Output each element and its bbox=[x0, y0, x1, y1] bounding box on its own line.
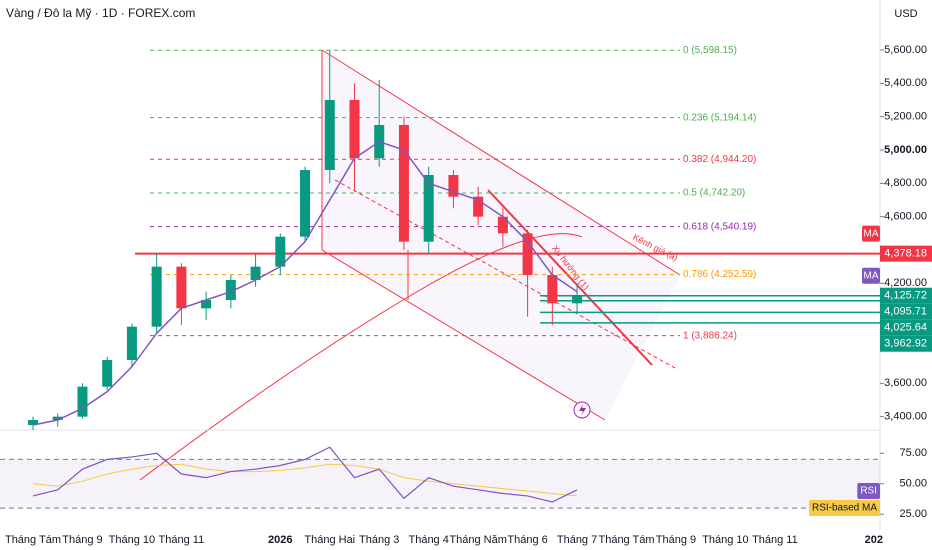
candle-body bbox=[572, 295, 583, 304]
y-tick-label: 4,200.00 bbox=[884, 277, 927, 289]
x-tick-label: Tháng 7 bbox=[557, 534, 597, 546]
candle-body bbox=[547, 275, 558, 304]
fib-label: 0.618 (4,540.19) bbox=[683, 221, 756, 232]
x-tick-label: Tháng Tám bbox=[5, 534, 61, 546]
x-tick-label: Tháng 6 bbox=[507, 534, 547, 546]
channel-line bbox=[321, 49, 681, 276]
y-tick-label: 50.00 bbox=[899, 478, 927, 490]
x-tick-label: Tháng 11 bbox=[159, 534, 205, 546]
candle-body bbox=[275, 236, 286, 267]
candle-body bbox=[28, 420, 38, 425]
x-tick-label: Tháng 10 bbox=[702, 534, 748, 546]
channel-fill bbox=[322, 50, 680, 420]
candle-body bbox=[473, 196, 484, 217]
y-tick-label: 4,600.00 bbox=[884, 211, 927, 223]
fib-label: 1 (3,886.24) bbox=[683, 330, 737, 341]
y-tick-label: 5,400.00 bbox=[884, 77, 927, 89]
rsi-line bbox=[32, 463, 578, 497]
x-tick-label: Tháng 10 bbox=[109, 534, 155, 546]
price-label-box bbox=[880, 287, 932, 304]
channel-midline bbox=[334, 179, 676, 369]
price-label: 4,125.72 bbox=[884, 290, 927, 302]
ma-line bbox=[32, 140, 578, 426]
y-tick-label: 25.00 bbox=[899, 508, 927, 520]
price-label: 4,095.71 bbox=[884, 306, 927, 318]
y-tick-label: 5,600.00 bbox=[884, 44, 927, 56]
candle-body bbox=[324, 100, 335, 170]
price-label: 3,962.92 bbox=[884, 338, 927, 350]
candle-body bbox=[225, 280, 236, 300]
price-label-box bbox=[880, 245, 932, 262]
indicator-tag-box bbox=[862, 267, 880, 284]
candle-body bbox=[423, 175, 434, 242]
indicator-tag-box bbox=[862, 225, 880, 242]
fib-label: 0 (5,598.15) bbox=[683, 45, 737, 56]
candle-body bbox=[151, 266, 162, 327]
y-tick-label: 4,800.00 bbox=[884, 177, 927, 189]
currency: USD bbox=[894, 8, 917, 20]
legend-box bbox=[808, 500, 880, 516]
x-tick-label: 202 bbox=[865, 534, 883, 546]
candle-body bbox=[497, 216, 508, 234]
candle-body bbox=[102, 360, 113, 387]
legend-label: RSI bbox=[860, 486, 877, 497]
x-tick-label: Tháng Tám bbox=[598, 534, 654, 546]
fib-label: 0.5 (4,742.20) bbox=[683, 188, 745, 199]
price-label-box bbox=[880, 319, 932, 336]
indicator-tag: MA bbox=[864, 228, 879, 239]
candle-body bbox=[522, 233, 533, 275]
channel-line bbox=[321, 249, 606, 421]
x-tick-label: 2026 bbox=[268, 534, 292, 546]
fib-label: 0.236 (5,194.14) bbox=[683, 112, 756, 123]
event-icon-bolt bbox=[579, 404, 586, 416]
y-tick-label: 3,400.00 bbox=[884, 411, 927, 423]
legend-label: RSI-based MA bbox=[812, 503, 877, 514]
x-tick-label: Tháng 9 bbox=[656, 534, 696, 546]
candle-body bbox=[300, 170, 311, 237]
candle-body bbox=[448, 175, 459, 197]
rsi-band bbox=[0, 459, 880, 509]
candle-body bbox=[201, 300, 212, 309]
y-tick-label: 75.00 bbox=[899, 447, 927, 459]
fib-label: 0.382 (4,944.20) bbox=[683, 154, 756, 165]
x-tick-label: Tháng Năm bbox=[449, 534, 506, 546]
x-tick-label: Tháng 9 bbox=[62, 534, 102, 546]
x-tick-label: Tháng 4 bbox=[408, 534, 448, 546]
legend-box bbox=[857, 483, 880, 499]
indicator-tag: MA bbox=[864, 270, 879, 281]
candle-body bbox=[176, 266, 187, 309]
rsi-line bbox=[32, 446, 578, 503]
candle-body bbox=[77, 386, 88, 417]
candle-body bbox=[349, 100, 360, 159]
fib-label: 0.786 (4,252.59) bbox=[683, 269, 756, 280]
price-label: 4,378.18 bbox=[884, 248, 927, 260]
candle-body bbox=[126, 326, 137, 360]
y-tick-label: 3,600.00 bbox=[884, 377, 927, 389]
x-tick-label: Tháng 11 bbox=[752, 534, 798, 546]
candle-body bbox=[250, 266, 261, 280]
long-ma-curve bbox=[139, 233, 583, 481]
candle-body bbox=[52, 416, 63, 420]
price-label-box bbox=[880, 303, 932, 320]
price-label: 4,025.64 bbox=[884, 322, 927, 334]
y-tick-label: 5,200.00 bbox=[884, 111, 927, 123]
chart-title: Vàng / Đô la Mỹ · 1D · FOREX.com bbox=[6, 6, 195, 20]
x-tick-label: Tháng Hai bbox=[304, 534, 355, 546]
y-tick-label: 5,000.00 bbox=[884, 144, 927, 156]
x-tick-label: Tháng 3 bbox=[359, 534, 399, 546]
candle-body bbox=[398, 125, 409, 242]
price-label-box bbox=[880, 335, 932, 352]
